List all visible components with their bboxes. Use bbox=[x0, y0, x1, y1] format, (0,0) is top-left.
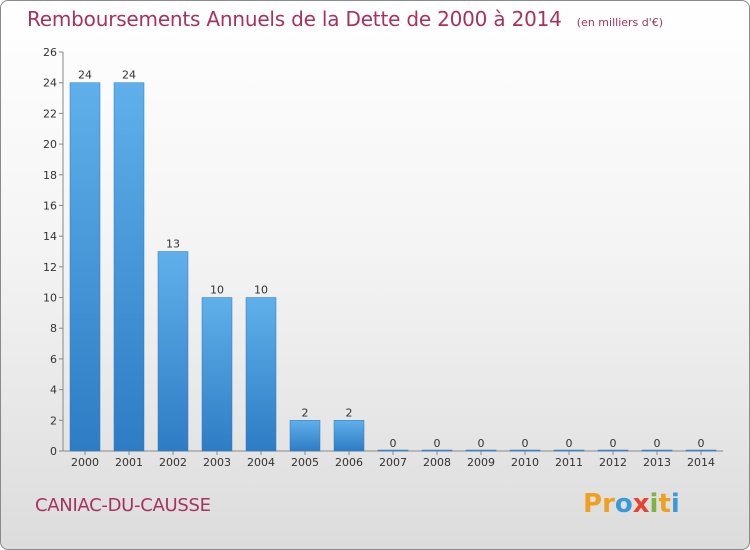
x-tick-label: 2010 bbox=[511, 456, 539, 469]
x-tick-label: 2004 bbox=[247, 456, 275, 469]
x-tick-label: 2000 bbox=[71, 456, 99, 469]
x-tick-label: 2007 bbox=[379, 456, 407, 469]
y-tick-label: 0 bbox=[50, 445, 57, 458]
bar-2006 bbox=[333, 420, 365, 452]
title-row: Remboursements Annuels de la Dette de 20… bbox=[27, 7, 663, 31]
data-label: 0 bbox=[434, 437, 441, 450]
data-label: 0 bbox=[478, 437, 485, 450]
y-tick-label: 20 bbox=[43, 138, 57, 151]
logo-letter: P bbox=[583, 489, 603, 519]
x-tick-label: 2013 bbox=[643, 456, 671, 469]
y-tick-label: 12 bbox=[43, 261, 57, 274]
logo-letter: i bbox=[670, 489, 680, 519]
y-tick-label: 6 bbox=[50, 353, 57, 366]
bar-2007 bbox=[377, 449, 409, 452]
data-label: 13 bbox=[166, 238, 180, 251]
bar-2004 bbox=[245, 297, 277, 452]
data-label: 0 bbox=[698, 437, 705, 450]
bar-2009 bbox=[465, 449, 497, 452]
x-tick-label: 2014 bbox=[687, 456, 715, 469]
data-label: 0 bbox=[566, 437, 573, 450]
data-label: 2 bbox=[302, 406, 309, 419]
bar-2005 bbox=[289, 420, 321, 452]
logo-letter: r bbox=[602, 489, 615, 519]
proxiti-logo: Proxiti bbox=[583, 489, 680, 519]
y-tick-label: 14 bbox=[43, 230, 57, 243]
data-label: 2 bbox=[346, 406, 353, 419]
logo-letter: o bbox=[614, 489, 633, 519]
bar-2012 bbox=[597, 449, 629, 452]
x-tick-label: 2012 bbox=[599, 456, 627, 469]
chart-subtitle: (en milliers d'€) bbox=[576, 16, 664, 29]
bar-2010 bbox=[509, 449, 541, 452]
data-label: 0 bbox=[522, 437, 529, 450]
y-tick-label: 8 bbox=[50, 322, 57, 335]
y-tick-label: 26 bbox=[43, 46, 57, 59]
y-tick-label: 10 bbox=[43, 292, 57, 305]
x-tick-label: 2001 bbox=[115, 456, 143, 469]
data-label: 0 bbox=[610, 437, 617, 450]
data-label: 24 bbox=[78, 69, 92, 82]
data-label: 24 bbox=[122, 69, 136, 82]
y-tick-label: 4 bbox=[50, 384, 57, 397]
x-tick-label: 2009 bbox=[467, 456, 495, 469]
bar-2001 bbox=[113, 82, 145, 452]
data-labels-group: 24 24 13 10 10 2 2 0 0 0 0 0 0 0 0 bbox=[78, 69, 705, 450]
x-tick-label: 2011 bbox=[555, 456, 583, 469]
y-tick-label: 16 bbox=[43, 199, 57, 212]
y-tick-label: 24 bbox=[43, 77, 57, 90]
bar-2002 bbox=[157, 251, 189, 452]
y-tick-label: 22 bbox=[43, 107, 57, 120]
x-tick-label: 2006 bbox=[335, 456, 363, 469]
bars-group bbox=[69, 82, 717, 452]
data-label: 0 bbox=[654, 437, 661, 450]
logo-letter: t bbox=[658, 489, 671, 519]
logo-letter: i bbox=[649, 489, 659, 519]
y-tick-label: 18 bbox=[43, 169, 57, 182]
bar-2003 bbox=[201, 297, 233, 452]
logo-letter: x bbox=[632, 489, 650, 519]
x-tick-label: 2008 bbox=[423, 456, 451, 469]
data-label: 10 bbox=[210, 284, 224, 297]
bar-2008 bbox=[421, 449, 453, 452]
bar-2014 bbox=[685, 449, 717, 452]
chart-title: Remboursements Annuels de la Dette de 20… bbox=[27, 7, 562, 31]
data-label: 0 bbox=[390, 437, 397, 450]
commune-name: CANIAC-DU-CAUSSE bbox=[35, 495, 211, 516]
bar-2000 bbox=[69, 82, 101, 452]
x-tick-label: 2003 bbox=[203, 456, 231, 469]
data-label: 10 bbox=[254, 284, 268, 297]
y-tick-label: 2 bbox=[50, 414, 57, 427]
bar-2013 bbox=[641, 449, 673, 452]
x-tick-label: 2002 bbox=[159, 456, 187, 469]
bar-2011 bbox=[553, 449, 585, 452]
x-tick-label: 2005 bbox=[291, 456, 319, 469]
